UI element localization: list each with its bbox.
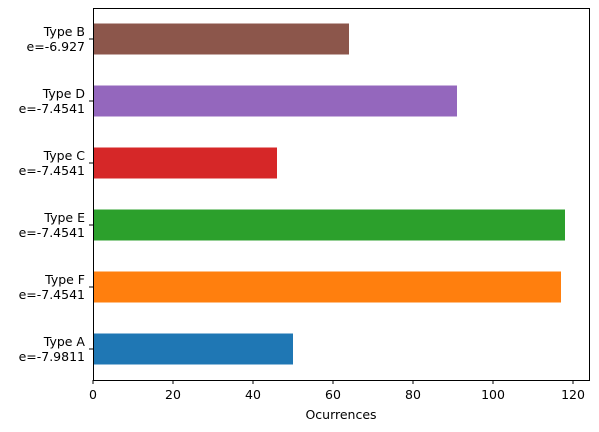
y-tick-label-type: Type B <box>43 24 85 39</box>
bars-group <box>93 23 565 365</box>
bar-type-d <box>93 85 457 117</box>
bar-type-b <box>93 23 349 55</box>
y-tick-label-energy: e=-6.927 <box>27 39 85 54</box>
x-tick-label: 100 <box>481 387 505 402</box>
x-tick-label: 40 <box>245 387 261 402</box>
y-tick-label-energy: e=-7.4541 <box>19 287 85 302</box>
plot-frame <box>93 8 590 381</box>
y-tick-label-type: Type A <box>43 334 86 349</box>
bar-type-f <box>93 271 561 303</box>
y-tick-label-type: Type E <box>43 210 85 225</box>
bar-type-c <box>93 147 277 179</box>
y-tick-label-energy: e=-7.4541 <box>19 225 85 240</box>
x-axis-label: Ocurrences <box>305 407 376 422</box>
y-tick-label-energy: e=-7.9811 <box>19 349 85 364</box>
x-axis-ticks: 0 20 40 60 80 100 120 <box>89 380 585 402</box>
y-tick-label-type: Type D <box>42 86 85 101</box>
x-tick-label: 20 <box>165 387 181 402</box>
x-tick-label: 60 <box>325 387 341 402</box>
x-tick-label: 120 <box>561 387 585 402</box>
y-tick-label-type: Type C <box>43 148 86 163</box>
x-tick-label: 0 <box>89 387 97 402</box>
y-tick-label-type: Type F <box>44 272 85 287</box>
bar-type-a <box>93 333 293 365</box>
y-tick-label-energy: e=-7.4541 <box>19 101 85 116</box>
bar-type-e <box>93 209 565 241</box>
y-tick-label-energy: e=-7.4541 <box>19 163 85 178</box>
x-tick-label: 80 <box>405 387 421 402</box>
